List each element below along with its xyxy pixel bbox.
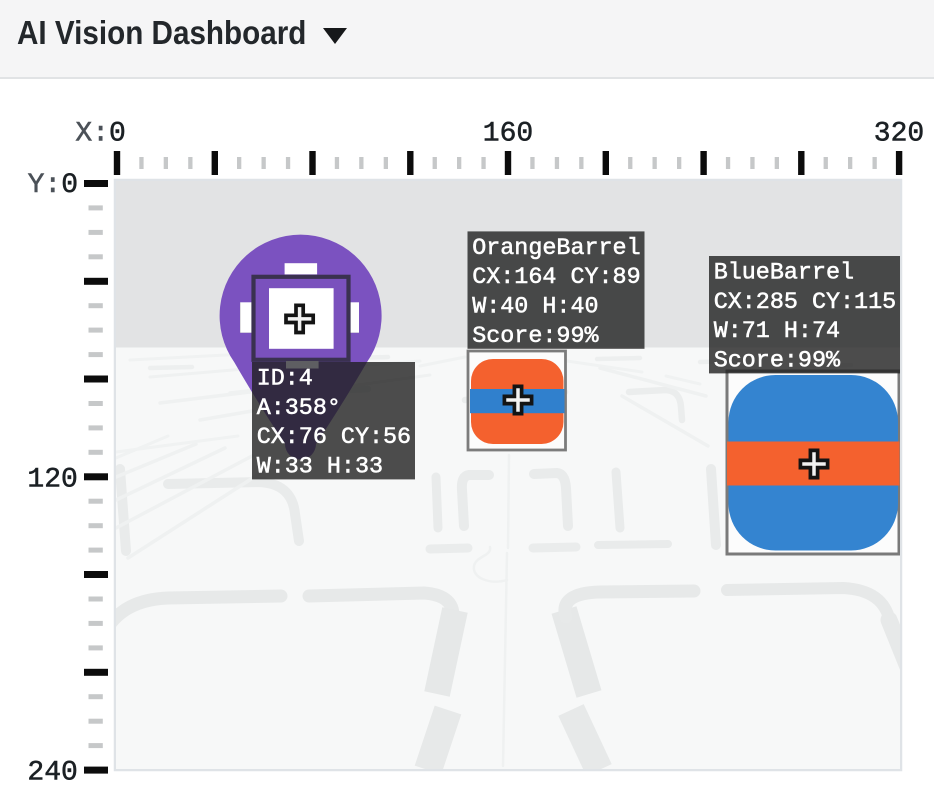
svg-text:Score:99%: Score:99% bbox=[472, 324, 599, 350]
svg-text:A:358°: A:358° bbox=[257, 396, 341, 422]
svg-text:W:33 H:33: W:33 H:33 bbox=[257, 455, 383, 481]
svg-text:CX:164 CY:89: CX:164 CY:89 bbox=[472, 265, 640, 291]
svg-text:CX:76 CY:56: CX:76 CY:56 bbox=[257, 425, 411, 451]
svg-text:X:0: X:0 bbox=[75, 119, 125, 150]
svg-text:Y:0: Y:0 bbox=[28, 170, 78, 201]
svg-text:320: 320 bbox=[874, 119, 924, 150]
svg-text:ID:4: ID:4 bbox=[257, 367, 313, 393]
svg-text:BlueBarrel: BlueBarrel bbox=[714, 261, 854, 287]
svg-text:CX:285 CY:115: CX:285 CY:115 bbox=[714, 290, 896, 316]
svg-text:Score:99%: Score:99% bbox=[714, 349, 841, 375]
svg-text:160: 160 bbox=[483, 119, 533, 150]
svg-text:W:40 H:40: W:40 H:40 bbox=[472, 295, 598, 321]
svg-text:120: 120 bbox=[27, 464, 77, 495]
svg-text:240: 240 bbox=[27, 758, 77, 789]
svg-text:OrangeBarrel: OrangeBarrel bbox=[472, 236, 640, 262]
svg-text:W:71 H:74: W:71 H:74 bbox=[714, 319, 840, 345]
